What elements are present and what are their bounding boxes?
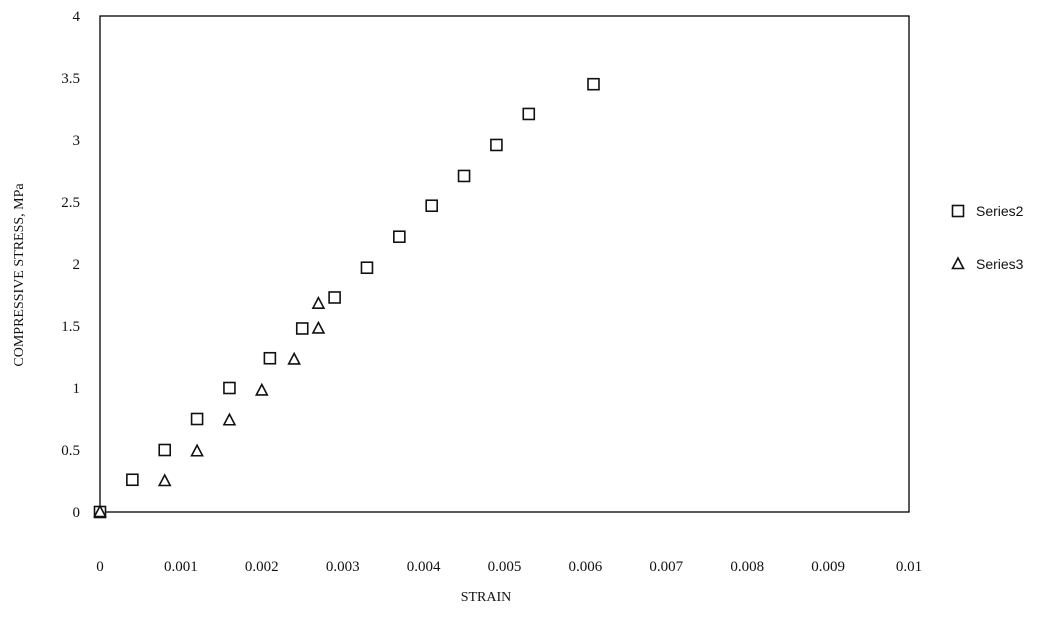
x-tick-label: 0.009 bbox=[811, 559, 845, 575]
data-point bbox=[157, 473, 172, 487]
y-tick-label: 2.5 bbox=[61, 195, 80, 211]
x-tick-labels: 0 0.001 0.002 0.003 0.004 0.005 0.006 0.007 0.00… bbox=[96, 559, 922, 575]
data-point bbox=[311, 295, 326, 309]
data-series bbox=[93, 77, 600, 519]
y-tick-label: 0 bbox=[73, 505, 81, 521]
series-series2 bbox=[93, 77, 600, 519]
x-tick-label: 0.007 bbox=[649, 559, 683, 575]
legend: Series2 Series3 bbox=[951, 203, 1024, 272]
data-point bbox=[425, 199, 438, 213]
data-point bbox=[360, 261, 374, 275]
data-point bbox=[158, 443, 172, 457]
square-marker-icon bbox=[951, 204, 965, 218]
data-point bbox=[311, 320, 326, 334]
x-tick-label: 0.005 bbox=[488, 559, 522, 575]
y-tick-label: 1.5 bbox=[61, 319, 80, 335]
triangle-marker-icon bbox=[951, 256, 965, 270]
data-point bbox=[190, 412, 204, 426]
x-tick-label: 0.004 bbox=[407, 559, 441, 575]
legend-label: Series2 bbox=[976, 203, 1024, 219]
data-point bbox=[223, 381, 236, 395]
data-point bbox=[328, 291, 341, 304]
y-tick-label: 2 bbox=[73, 257, 81, 273]
y-tick-label: 0.5 bbox=[61, 443, 80, 459]
data-point bbox=[393, 230, 406, 244]
y-tick-label: 4 bbox=[73, 9, 81, 25]
data-point bbox=[263, 351, 277, 365]
y-axis-title: COMPRESSIVE STRESS, MPa bbox=[12, 183, 27, 367]
y-tick-label: 1 bbox=[73, 381, 81, 397]
data-point bbox=[190, 443, 204, 457]
legend-label: Series3 bbox=[976, 256, 1024, 272]
x-tick-label: 0 bbox=[96, 559, 104, 575]
data-point bbox=[457, 169, 471, 183]
data-point bbox=[295, 322, 309, 335]
data-point bbox=[93, 504, 107, 518]
data-point bbox=[587, 77, 600, 91]
x-tick-label: 0.006 bbox=[569, 559, 603, 575]
x-tick-label: 0.008 bbox=[730, 559, 764, 575]
data-point bbox=[126, 473, 139, 487]
data-point bbox=[490, 138, 503, 152]
x-tick-label: 0.002 bbox=[245, 559, 279, 575]
legend-item-series2: Series2 bbox=[951, 203, 1024, 219]
y-tick-labels: 0 0.5 1 1.5 2 2.5 3 3.5 4 bbox=[61, 9, 80, 521]
y-tick-label: 3.5 bbox=[61, 71, 80, 87]
plot-area bbox=[99, 15, 910, 513]
y-tick-label: 3 bbox=[73, 133, 81, 149]
data-point bbox=[287, 351, 301, 365]
x-axis-title: STRAIN bbox=[461, 590, 512, 605]
x-tick-label: 0.001 bbox=[164, 559, 198, 575]
data-point bbox=[522, 107, 536, 121]
series-series3 bbox=[93, 295, 326, 518]
data-point bbox=[254, 382, 269, 396]
legend-item-series3: Series3 bbox=[951, 256, 1024, 272]
x-tick-label: 0.01 bbox=[896, 559, 922, 575]
x-tick-label: 0.003 bbox=[326, 559, 360, 575]
data-point bbox=[222, 412, 237, 426]
